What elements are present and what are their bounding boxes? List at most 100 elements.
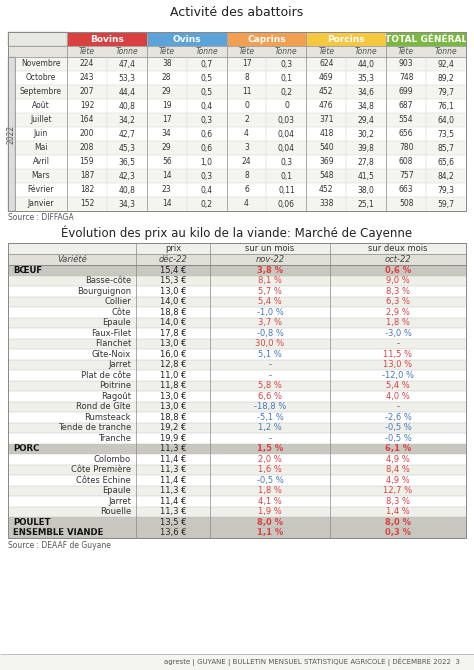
Text: 28: 28 [162,74,172,82]
Text: 30,0 %: 30,0 % [255,339,284,348]
Text: 12,7 %: 12,7 % [383,486,412,495]
Text: 687: 687 [399,101,413,111]
Bar [187,169,227,183]
Bar [306,183,346,197]
Bar [266,169,306,183]
Text: Caprins: Caprins [247,34,286,44]
Text: 13,6 €: 13,6 € [160,528,186,537]
Bar [306,99,346,113]
Text: 8: 8 [244,74,249,82]
Text: 164: 164 [80,115,94,125]
Text: 45,3: 45,3 [118,143,136,153]
Text: 38,0: 38,0 [358,186,374,194]
Bar [8,318,466,328]
Text: 53,3: 53,3 [118,74,136,82]
Bar [227,99,266,113]
Text: Porcins: Porcins [328,34,365,44]
Bar [67,169,107,183]
Bar [8,57,15,211]
Text: 5,4 %: 5,4 % [258,297,282,306]
Bar [147,57,187,71]
Bar [187,99,227,113]
Text: 418: 418 [319,129,334,139]
Text: 11,3 €: 11,3 € [160,507,186,517]
Text: Mai: Mai [34,143,48,153]
Text: Gîte-Noix: Gîte-Noix [92,350,131,358]
Text: 19: 19 [162,101,172,111]
Bar [227,127,266,141]
Bar [107,155,147,169]
Text: Tonne: Tonne [435,47,457,56]
Text: Juillet: Juillet [30,115,52,125]
Bar [147,169,187,183]
Text: 42,3: 42,3 [118,172,135,180]
Text: 36,5: 36,5 [118,157,136,167]
Text: Rond de Gîte: Rond de Gîte [76,402,131,411]
Bar [386,85,426,99]
Text: déc-22: déc-22 [159,255,187,264]
Text: 34,2: 34,2 [118,115,135,125]
Text: Tête: Tête [159,47,175,56]
Bar [426,169,466,183]
Text: Avril: Avril [33,157,49,167]
Bar [386,71,426,85]
Text: 663: 663 [399,186,413,194]
Bar [426,113,466,127]
Text: 11,3 €: 11,3 € [160,486,186,495]
Text: Tête: Tête [318,47,335,56]
Bar [8,32,466,211]
Text: Bourguignon: Bourguignon [77,287,131,295]
Bar [107,71,147,85]
Bar [15,113,67,127]
Bar [8,265,466,275]
Bar [147,85,187,99]
Text: 0,4: 0,4 [201,186,213,194]
Bar [107,57,147,71]
Text: 243: 243 [80,74,94,82]
Text: 34,6: 34,6 [358,88,375,96]
Text: 3,8 %: 3,8 % [257,266,283,275]
Bar [426,57,466,71]
Bar [266,85,306,99]
Text: 84,2: 84,2 [438,172,455,180]
Text: 11,5 %: 11,5 % [383,350,412,358]
Text: Basse-côte: Basse-côte [85,276,131,285]
Text: 757: 757 [399,172,413,180]
Text: 0,04: 0,04 [278,129,295,139]
Bar [386,99,426,113]
Bar [306,32,386,46]
Bar [386,183,426,197]
Bar [8,370,466,381]
Text: 56: 56 [162,157,172,167]
Text: TOTAL GÉNÉRAL: TOTAL GÉNÉRAL [385,34,467,44]
Text: BŒUF: BŒUF [13,266,42,275]
Text: 29,4: 29,4 [358,115,374,125]
Text: 1,0: 1,0 [201,157,213,167]
Text: 508: 508 [399,200,413,208]
Bar [8,423,466,433]
Text: Jarret: Jarret [108,360,131,369]
Bar [187,71,227,85]
Bar [426,183,466,197]
Bar [306,169,346,183]
Bar [147,197,187,211]
Text: 369: 369 [319,157,334,167]
Bar [107,127,147,141]
Bar [227,197,266,211]
Text: 0: 0 [284,101,289,111]
Text: 0,04: 0,04 [278,143,295,153]
Bar [8,46,466,57]
Bar [8,496,466,507]
Text: 34,3: 34,3 [118,200,136,208]
Text: Epaule: Epaule [102,318,131,327]
Text: 35,3: 35,3 [358,74,375,82]
Text: 8: 8 [244,172,249,180]
Bar [8,475,466,486]
Text: 699: 699 [399,88,413,96]
Bar [8,381,466,391]
Bar [8,527,466,538]
Bar [8,486,466,496]
Text: 2,0 %: 2,0 % [258,455,282,464]
Bar [147,99,187,113]
Text: 4,9 %: 4,9 % [386,455,410,464]
